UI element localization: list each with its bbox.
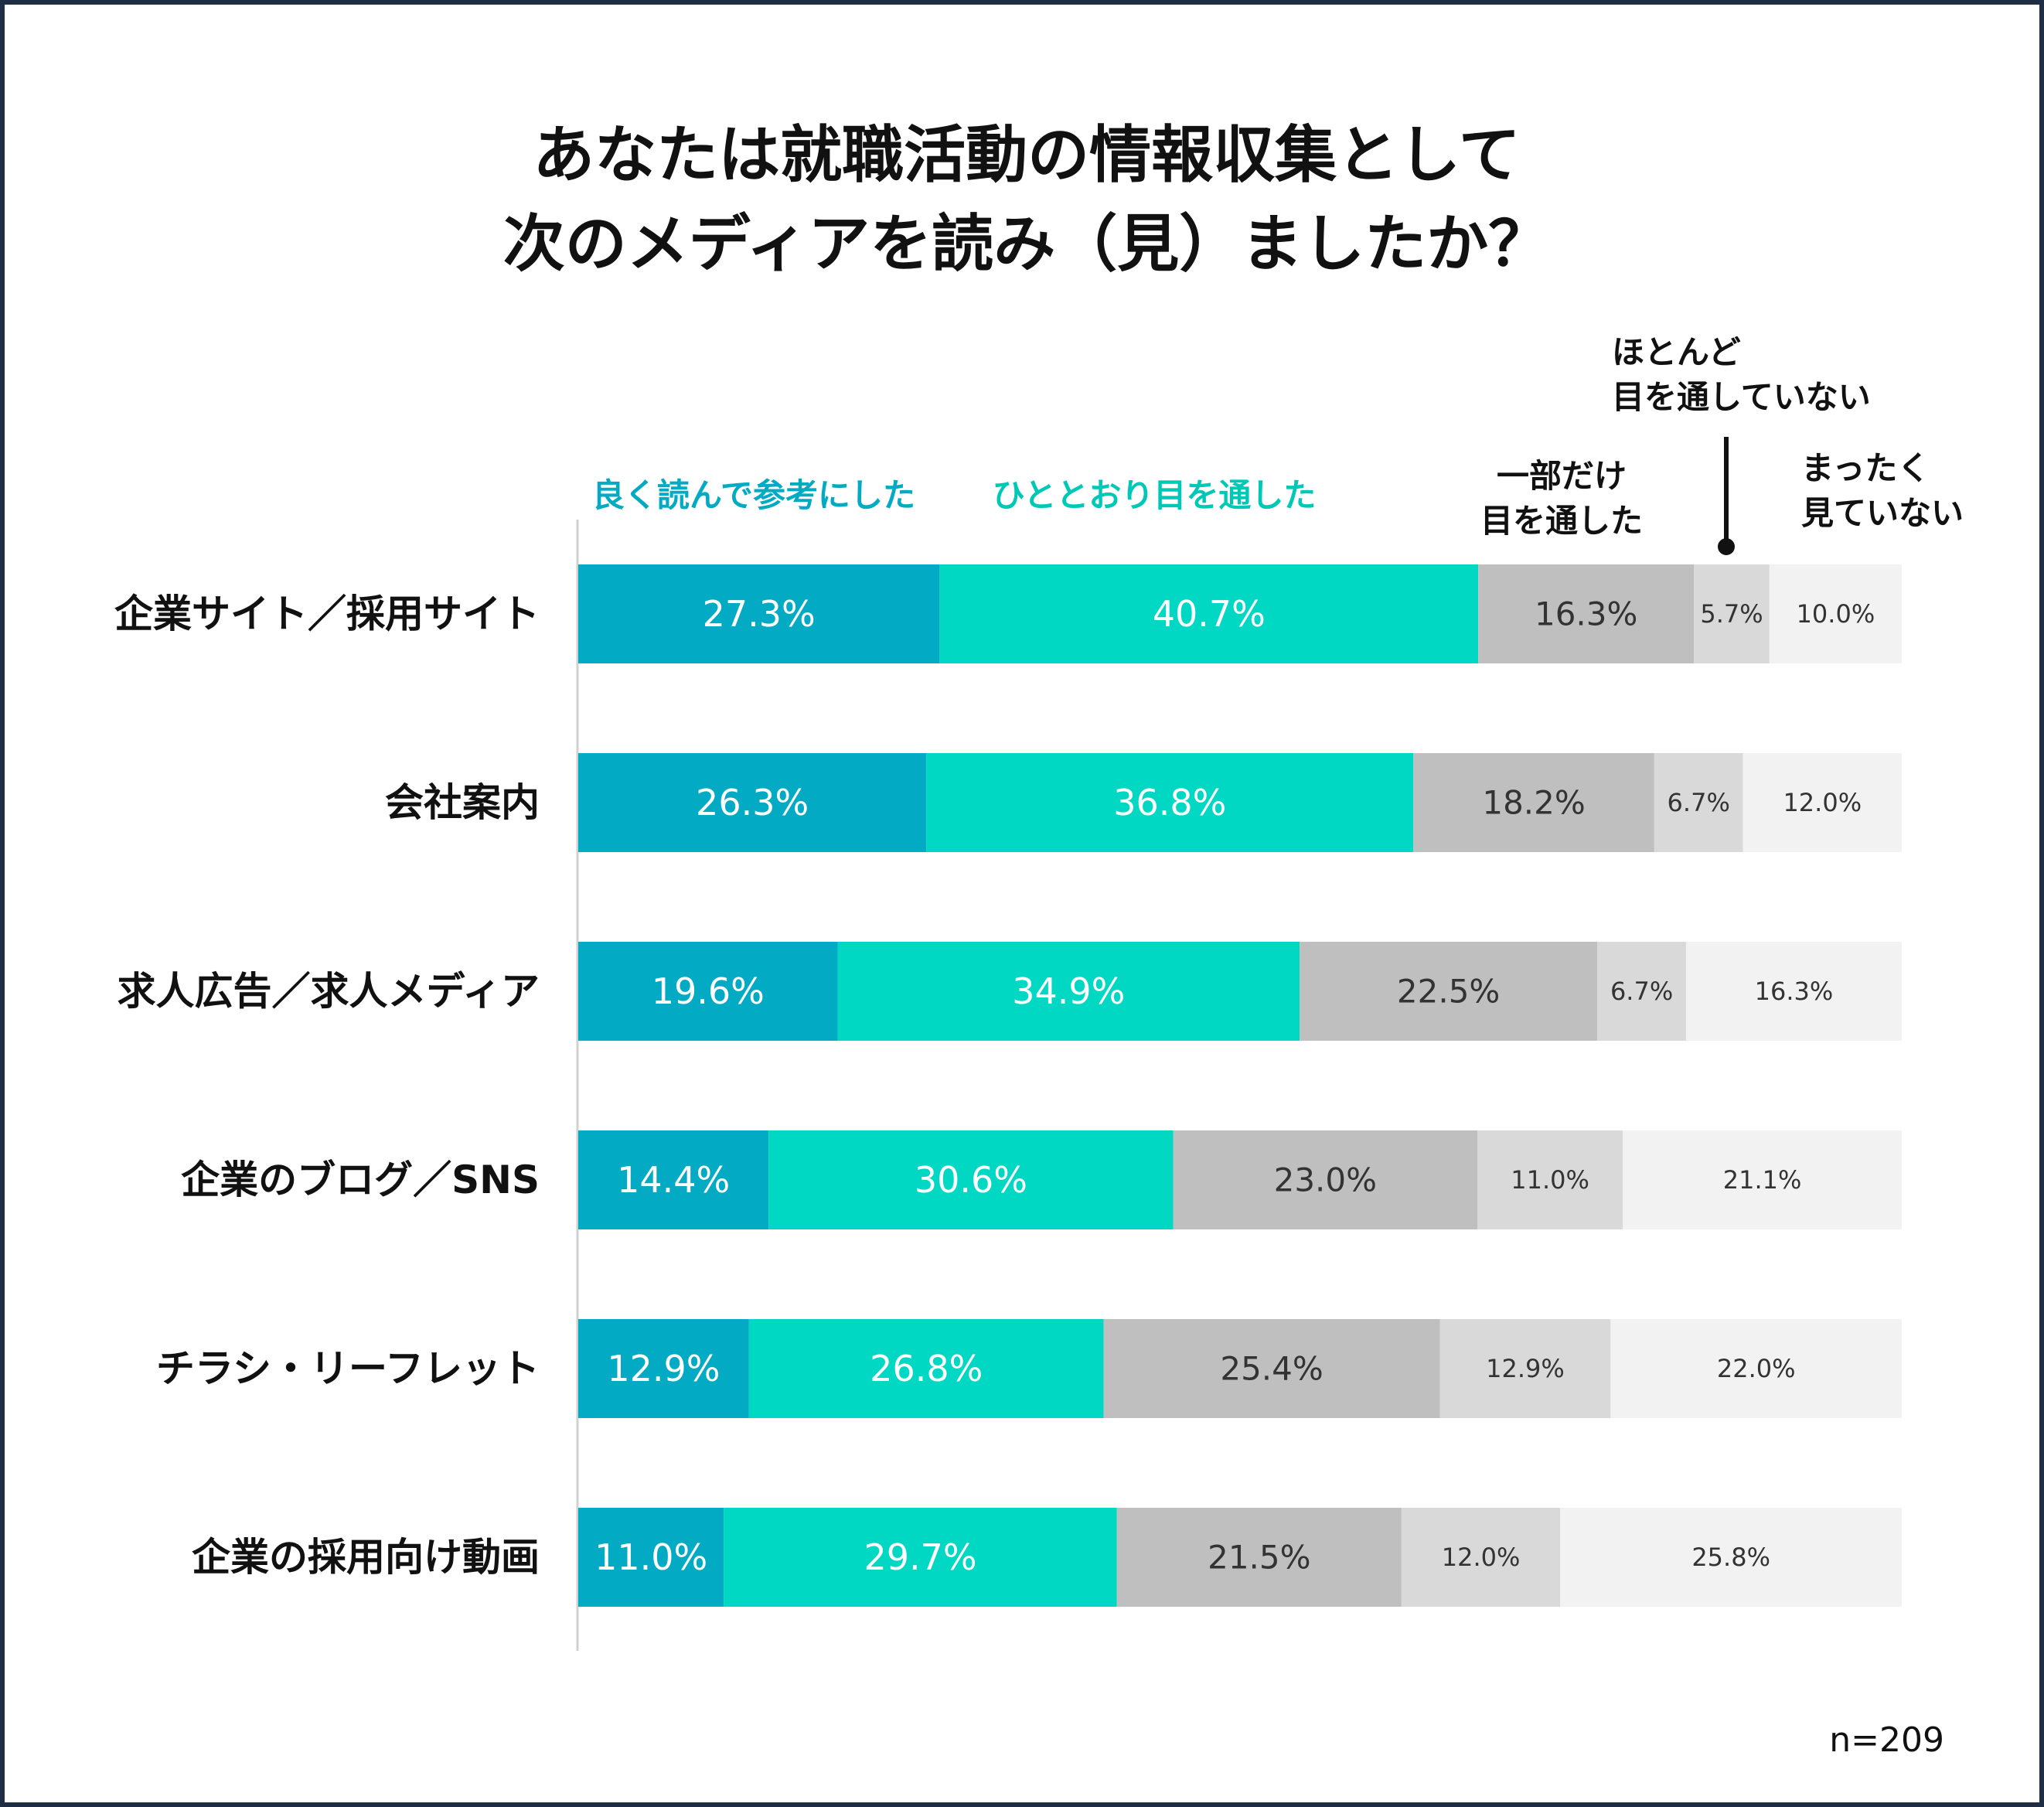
legend-label: 一部だけ目を通した [1480,457,1643,540]
category-label: 企業サイト／採用サイト [114,592,540,636]
legend-label: ほとんど目を通していない [1612,333,1871,416]
data-label: 25.4% [1220,1350,1323,1388]
bar-segment [837,942,1300,1041]
bar-segment [1743,753,1902,852]
bar-segment [748,1319,1104,1418]
bar-segment [578,753,927,852]
data-label: 5.7% [1700,599,1763,629]
data-label: 16.3% [1755,977,1834,1006]
bar-segment [926,753,1414,852]
legend-label: まったく見ていない [1801,449,1964,532]
data-label: 26.8% [870,1348,983,1389]
category-label: 企業のブログ／SNS [181,1158,540,1202]
bar-segment [578,1319,749,1418]
bar-segment [1477,1130,1623,1229]
legend-label: 良く読んで参考にした [592,476,915,514]
bar-segment [1654,753,1743,852]
data-label: 11.0% [1511,1165,1589,1195]
bar-segment [1597,942,1686,1041]
data-label: 36.8% [1113,782,1226,823]
data-label: 18.2% [1482,784,1585,822]
bar-segment [1685,942,1902,1041]
data-label: 22.5% [1397,973,1500,1011]
data-label: 19.6% [652,970,765,1012]
bar-segment [1560,1508,1902,1607]
bar-segment [1769,564,1902,663]
category-label: 企業の採用向け動画 [192,1535,540,1580]
bar-segment [1439,1319,1611,1418]
sample-size-note: n=209 [1829,1720,1944,1760]
data-label: 12.9% [1486,1354,1565,1383]
category-label: 会社案内 [385,780,540,825]
data-label: 26.3% [696,782,809,823]
data-label: 30.6% [915,1159,1027,1201]
bar-segment [1623,1130,1902,1229]
bar-segment [578,1130,769,1229]
data-label: 6.7% [1668,788,1730,817]
bar-segment [1478,564,1695,663]
bar-segment [724,1508,1117,1607]
data-label: 11.0% [594,1536,707,1578]
data-label: 21.1% [1723,1165,1802,1195]
bar-segment [1401,1508,1561,1607]
bar-segment [1116,1508,1402,1607]
legend-label: ひととおり目を通した [993,476,1317,514]
data-label: 12.0% [1783,788,1862,817]
data-label: 34.9% [1012,970,1125,1012]
chart-title: あなたは就職活動の情報収集として [533,119,1521,191]
bar-segment [1610,1319,1902,1418]
data-label: 6.7% [1610,977,1673,1006]
data-label: 23.0% [1274,1161,1377,1199]
category-label: 求人広告／求人メディア [118,969,540,1014]
data-label: 12.0% [1442,1543,1521,1572]
data-label: 10.0% [1797,599,1875,629]
data-label: 12.9% [607,1348,720,1389]
bar-segment [1694,564,1770,663]
bar-segment [1300,942,1598,1041]
bar-segment [939,564,1479,663]
bar-segment [578,1508,724,1607]
chart-subtitle: 次のメディアを読み（見）ましたか？ [502,208,1551,280]
bar-segment [1173,1130,1477,1229]
bar-segment [768,1130,1174,1229]
bar-segment [1413,753,1654,852]
data-label: 29.7% [864,1536,976,1578]
bar-segment [578,942,838,1041]
bar-segment [578,564,940,663]
data-label: 14.4% [617,1159,730,1201]
data-label: 16.3% [1535,595,1637,633]
data-label: 40.7% [1153,593,1266,635]
data-label: 27.3% [703,593,816,635]
data-label: 25.8% [1691,1543,1770,1572]
data-label: 22.0% [1717,1354,1796,1383]
data-label: 21.5% [1208,1539,1310,1577]
bar-segment [1103,1319,1440,1418]
legend-leader-dot [1718,538,1735,555]
category-label: チラシ・リーフレット [156,1346,540,1391]
